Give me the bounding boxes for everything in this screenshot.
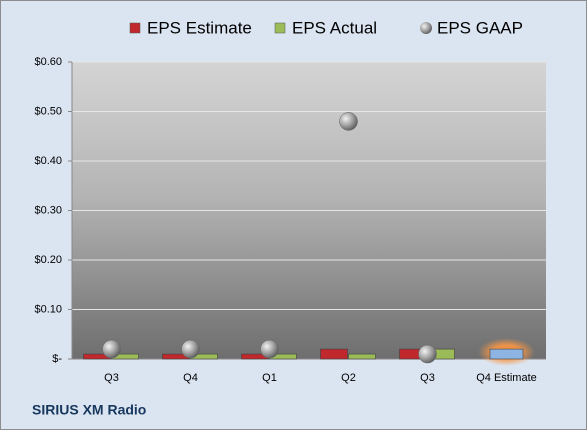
y-tick-label: $0.30 [34,204,62,216]
y-tick-label: $0.60 [34,56,62,68]
x-tick-label: Q4 Estimate [476,372,537,384]
x-tick-label: Q1 [262,372,277,384]
legend-marker [129,22,141,34]
bar [348,353,376,360]
y-tick-label: $0.50 [34,105,62,117]
y-tick-label: $0.10 [34,303,62,315]
legend-label: EPS GAAP [437,18,523,37]
bar [320,348,348,360]
y-tick-label: $0.20 [34,254,62,266]
x-tick-label: Q4 [183,372,198,384]
gaap-bubble [260,339,279,359]
footer: SIRIUS XM Radio [32,402,146,418]
x-tick-label: Q3 [104,372,119,384]
legend-marker [274,22,286,34]
legend-label: EPS Estimate [147,18,252,37]
bar [489,348,524,360]
y-tick-label: $0.40 [34,155,62,167]
gaap-bubble [418,344,437,364]
x-tick-label: Q3 [420,372,435,384]
legend-marker [420,22,432,34]
gaap-bubble [339,112,358,131]
legend-label: EPS Actual [292,18,377,37]
x-tick-label: Q2 [341,372,356,384]
y-tick-label: $- [52,353,62,365]
gaap-bubble [102,339,121,359]
gaap-bubble [181,339,200,359]
